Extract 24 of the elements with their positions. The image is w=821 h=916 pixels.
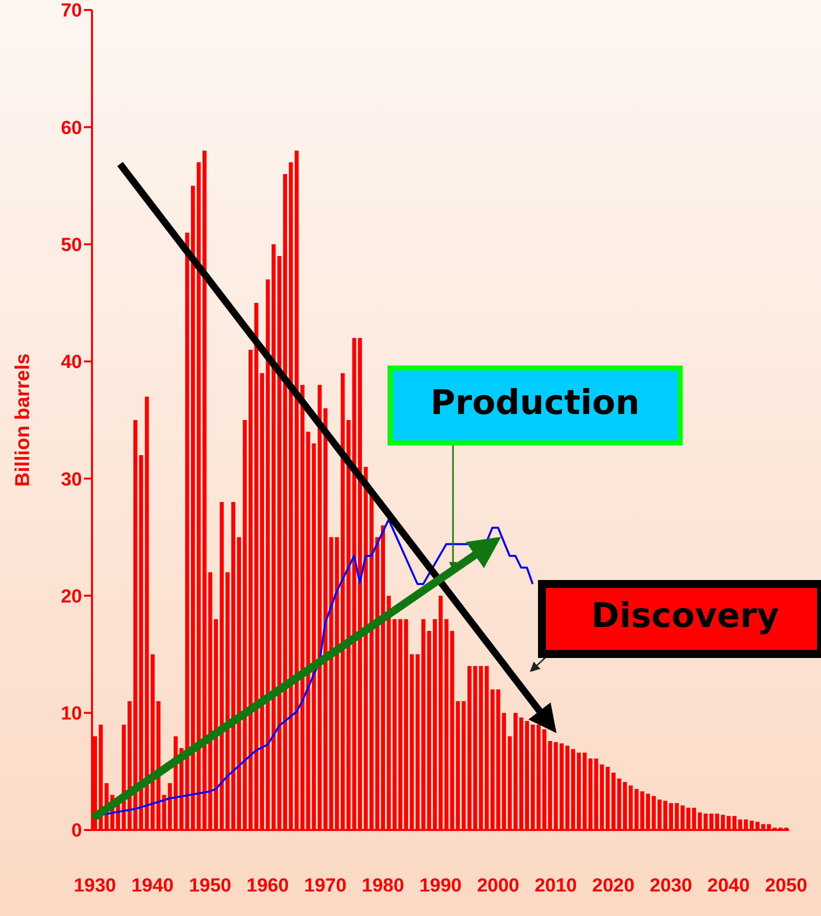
x-tick-label: 1960 (246, 875, 289, 896)
annotation: Discovery (591, 596, 779, 636)
x-tick-label: 1930 (74, 875, 116, 896)
y-tick-label: 0 (71, 820, 82, 842)
y-tick-label: 30 (60, 469, 82, 490)
x-tick-label: 2040 (707, 875, 750, 896)
annotation: Production (430, 383, 640, 423)
x-tick-label: 2000 (476, 875, 520, 896)
x-tick-label: 2010 (534, 875, 577, 896)
x-tick-label: 1950 (188, 875, 232, 896)
y-tick-label: 20 (60, 586, 82, 608)
y-tick-label: 10 (60, 704, 82, 725)
y-axis-title: Billion barrels (12, 353, 34, 487)
x-tick-label: 2050 (764, 875, 808, 896)
y-tick-label: 50 (60, 235, 82, 256)
x-tick-label: 1990 (419, 875, 462, 896)
y-tick-label: 40 (60, 352, 82, 374)
x-tick-label: 2030 (650, 875, 692, 896)
y-tick-label: 60 (60, 118, 82, 139)
x-tick-label: 1970 (304, 875, 346, 896)
x-tick-label: 1940 (131, 875, 174, 896)
y-tick-label: 70 (60, 0, 82, 22)
x-tick-label: 1980 (362, 875, 404, 896)
x-tick-label: 2020 (592, 875, 634, 896)
